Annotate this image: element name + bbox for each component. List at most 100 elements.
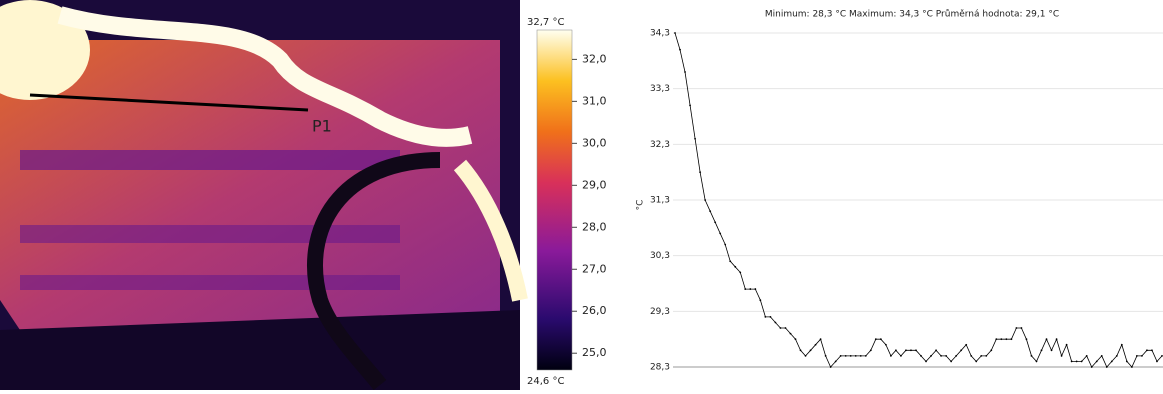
data-point — [704, 199, 707, 201]
data-point — [1125, 360, 1128, 363]
data-point — [930, 354, 932, 357]
data-point — [784, 327, 787, 329]
data-point — [1090, 366, 1093, 368]
scale-max-label: 32,7 °C — [527, 17, 564, 28]
data-point — [814, 343, 817, 346]
data-point — [869, 349, 872, 352]
data-point — [960, 349, 963, 352]
y-tick-label: 34,3 — [650, 29, 670, 39]
data-point — [794, 338, 797, 341]
data-point — [739, 271, 742, 274]
data-point — [1000, 338, 1003, 341]
data-point — [955, 354, 958, 357]
data-point — [689, 104, 691, 107]
data-point — [1070, 360, 1073, 363]
data-point — [754, 288, 757, 290]
data-point — [729, 260, 732, 263]
data-point — [1095, 360, 1098, 363]
data-point — [864, 354, 867, 357]
y-tick-label: 31,3 — [650, 196, 670, 206]
data-point — [985, 354, 988, 357]
color-scale — [536, 29, 573, 371]
chart: 28,3 29,3 30,3 31,3 32,3 33,3 34,3 — [650, 29, 1163, 373]
data-point — [714, 221, 717, 224]
data-point — [1135, 354, 1138, 357]
data-point — [694, 137, 696, 140]
y-axis-label: °C — [636, 200, 646, 211]
data-point — [839, 354, 842, 357]
data-point — [749, 288, 752, 290]
shadow — [0, 310, 520, 390]
scale-tick-label: 32,0 — [582, 52, 607, 65]
data-point — [824, 354, 827, 357]
data-point — [945, 354, 948, 357]
data-point — [1146, 349, 1148, 352]
data-point — [905, 349, 907, 352]
data-point — [719, 232, 722, 235]
data-point — [925, 360, 927, 363]
stripe — [20, 275, 400, 290]
data-point — [769, 316, 772, 318]
data-point — [819, 338, 822, 341]
data-point — [854, 354, 857, 357]
data-point — [1151, 349, 1153, 352]
data-point — [734, 265, 737, 268]
data-point — [1161, 354, 1163, 357]
data-point — [1015, 327, 1018, 329]
hot-cable — [57, 6, 473, 147]
data-point — [889, 354, 892, 357]
data-point — [1005, 338, 1008, 341]
data-point — [920, 354, 922, 357]
data-point — [674, 32, 676, 34]
data-point — [980, 354, 983, 357]
stripe — [20, 225, 400, 243]
data-point — [990, 349, 993, 352]
scale-tick-label: 27,0 — [582, 262, 607, 275]
marker-label: P1 — [312, 117, 332, 136]
data-point — [965, 343, 968, 346]
data-point — [699, 171, 702, 174]
hot-cable — [453, 159, 528, 302]
data-point — [859, 354, 862, 357]
thermal-image: P1 — [0, 0, 528, 390]
stripe — [20, 150, 400, 170]
data-point — [915, 349, 917, 352]
data-point — [1045, 338, 1048, 341]
data-point — [1065, 343, 1068, 346]
scale-tick-label: 31,0 — [582, 94, 607, 107]
data-point — [799, 349, 802, 352]
data-point — [1080, 360, 1083, 363]
data-point — [679, 48, 681, 51]
data-point — [1141, 354, 1143, 357]
data-point — [935, 349, 937, 352]
scale-tick-label: 28,0 — [582, 220, 607, 233]
scale-min-label: 24,6 °C — [527, 376, 564, 387]
data-point — [1025, 338, 1028, 341]
profile-line — [29, 93, 309, 112]
data-point — [809, 349, 812, 352]
y-tick-label: 29,3 — [650, 307, 670, 317]
data-point — [975, 360, 978, 363]
data-point — [1060, 354, 1063, 357]
scale-tick-label: 26,0 — [582, 304, 607, 317]
data-point — [789, 332, 792, 335]
data-point — [1055, 338, 1058, 341]
data-point — [1100, 354, 1103, 357]
scale-tick-label: 29,0 — [582, 178, 607, 191]
data-point — [1115, 354, 1118, 357]
scale-tick-label: 30,0 — [582, 136, 607, 149]
data-point — [895, 349, 897, 352]
data-point — [849, 354, 852, 357]
data-point — [940, 354, 942, 357]
data-point — [829, 366, 832, 368]
data-point — [1030, 354, 1033, 357]
data-point — [759, 299, 762, 302]
y-tick-label: 30,3 — [650, 251, 670, 261]
data-point — [709, 210, 712, 213]
data-point — [724, 243, 727, 246]
y-tick-label: 28,3 — [650, 363, 670, 373]
data-point — [804, 354, 807, 357]
data-point — [1110, 360, 1113, 363]
data-point — [684, 71, 686, 73]
data-point — [774, 321, 777, 324]
